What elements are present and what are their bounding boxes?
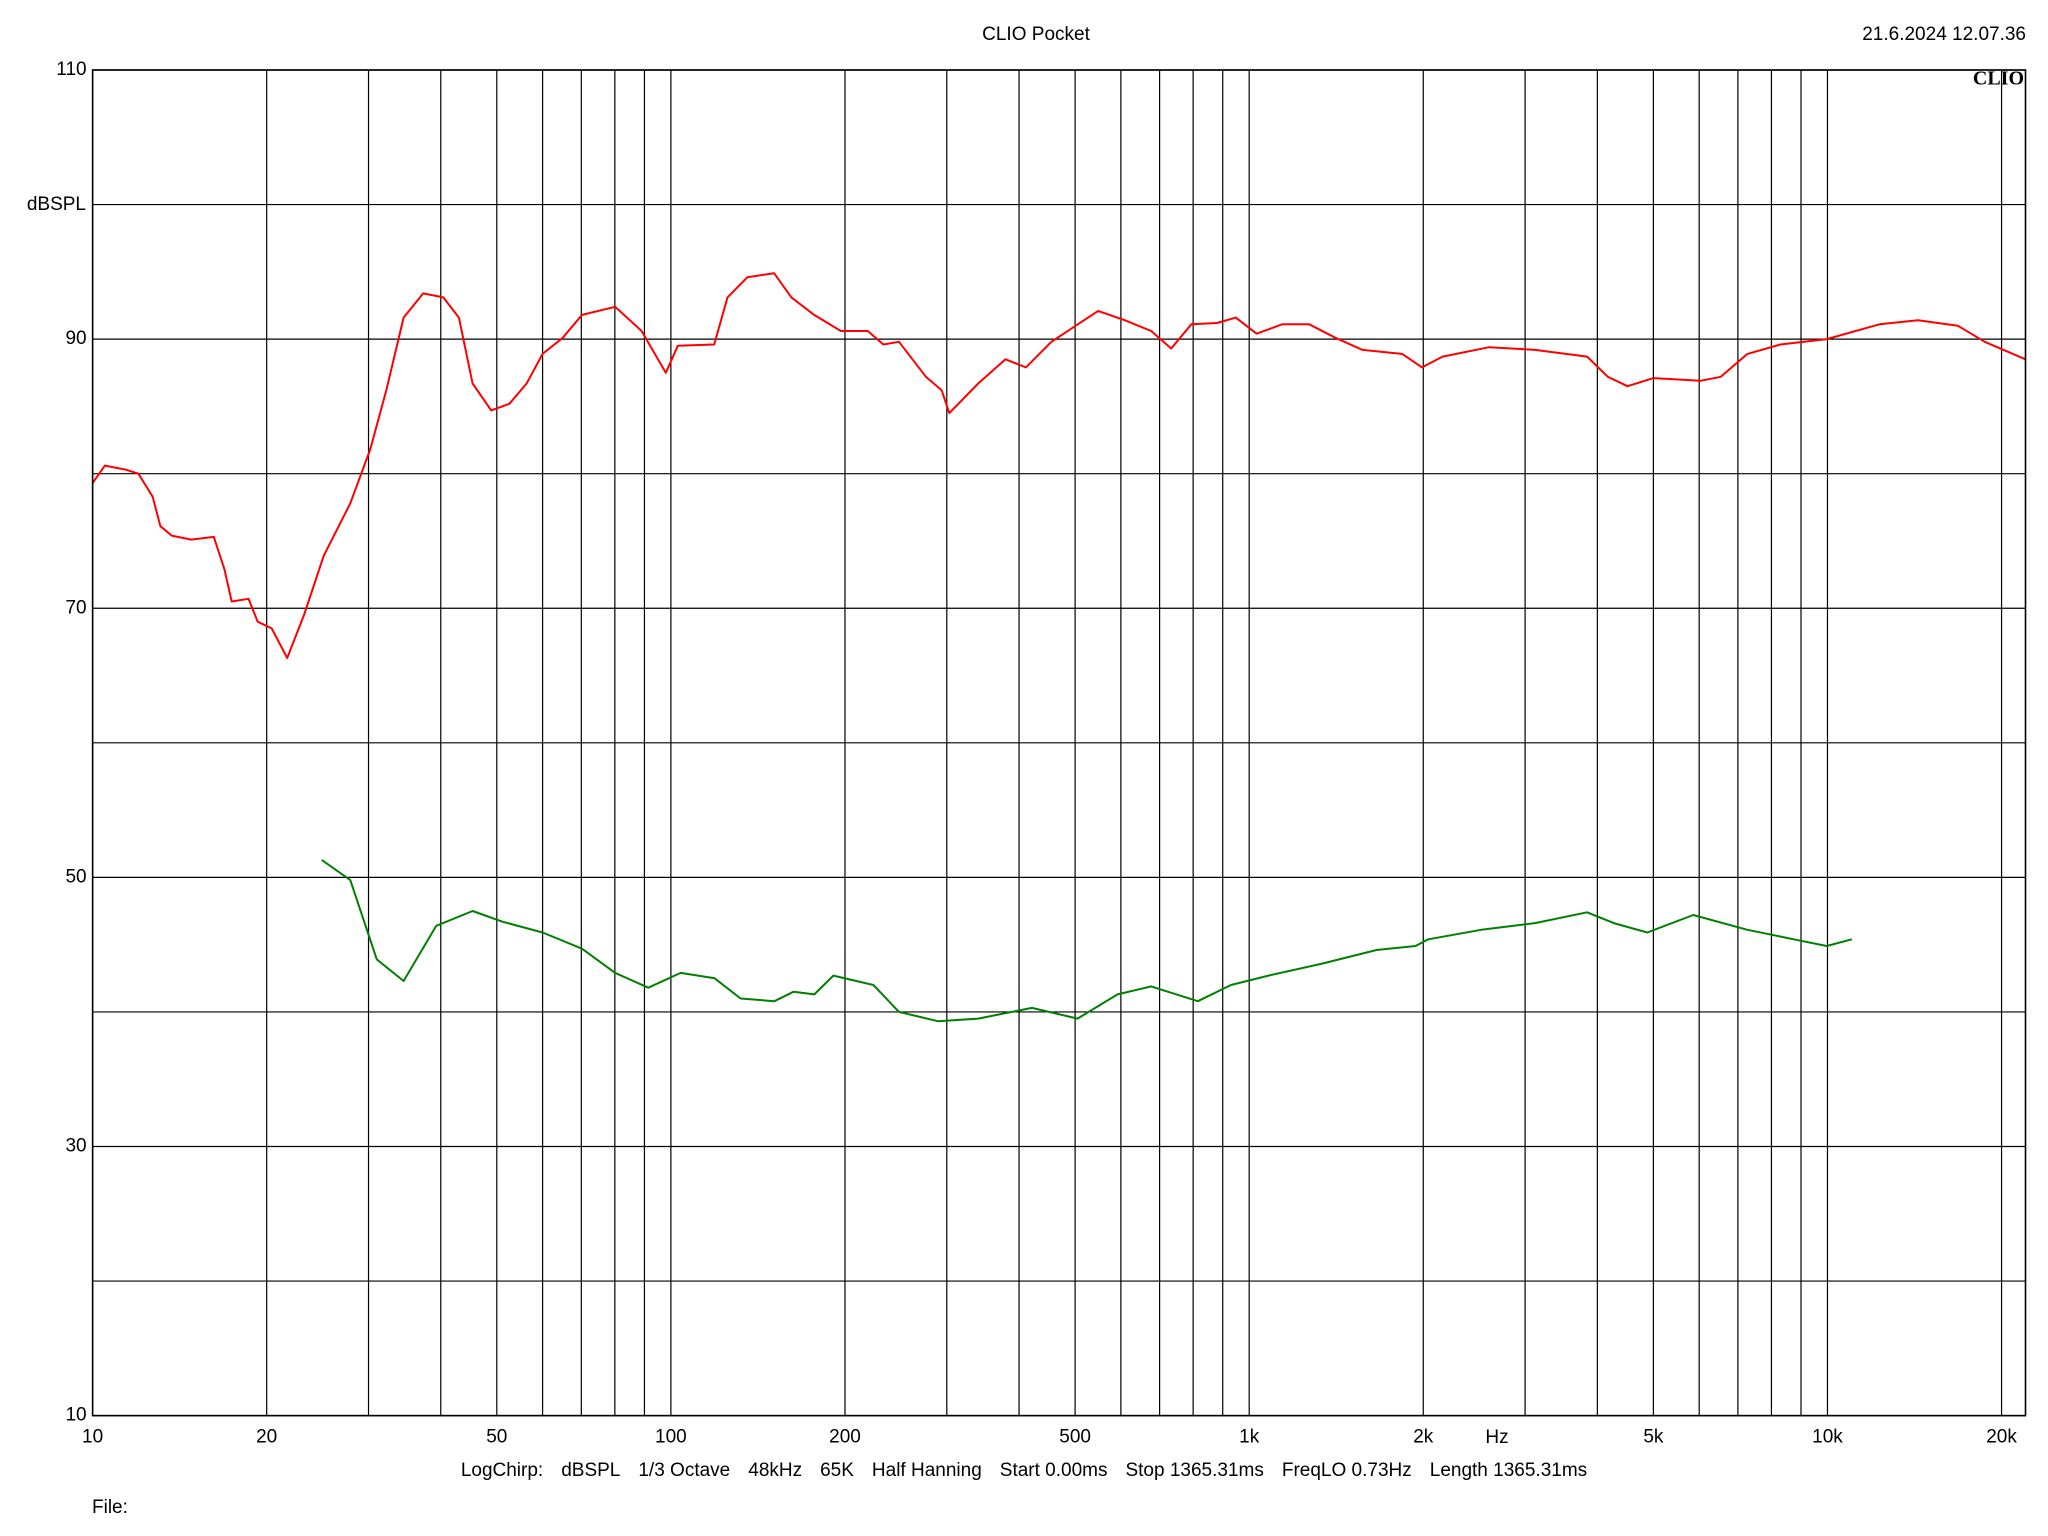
x-tick-label: 100: [655, 1427, 687, 1448]
file-label: File:: [92, 1497, 128, 1518]
series-line: [91, 272, 2026, 659]
series-line: [321, 859, 1853, 1023]
setting: FreqLO 0.73Hz: [1281, 1460, 1412, 1481]
y-tick-label: 50: [65, 866, 86, 887]
grid: [91, 69, 2026, 1417]
y-tick-label: 110: [56, 59, 86, 80]
setting: dBSPL: [561, 1460, 621, 1481]
settings-bar: LogChirp: dBSPL 1/3 Octave 48kHz 65K Half Han…: [0, 1460, 2048, 1482]
plot: [91, 272, 2026, 1023]
x-tick-label: 10: [82, 1427, 103, 1448]
setting: 48kHz: [748, 1460, 803, 1481]
x-tick-label: 50: [486, 1427, 507, 1448]
x-tick-label: 10k: [1812, 1427, 1843, 1448]
x-tick-label: 20: [256, 1427, 277, 1448]
setting: Length 1365.31ms: [1429, 1460, 1588, 1481]
y-axis-label: dBSPL: [27, 194, 86, 215]
x-tick-label: 500: [1059, 1427, 1091, 1448]
setting: 1/3 Octave: [638, 1460, 731, 1481]
setting: Start 0.00ms: [999, 1460, 1108, 1481]
y-tick-label: 70: [65, 597, 86, 618]
setting: Half Hanning: [871, 1460, 982, 1481]
setting: Stop 1365.31ms: [1125, 1460, 1264, 1481]
y-tick-label: 30: [65, 1135, 86, 1156]
chart-title: CLIO Pocket: [982, 24, 1090, 45]
x-tick-label: 20k: [1986, 1427, 2017, 1448]
x-tick-label: 1k: [1239, 1427, 1260, 1448]
x-tick-label: 200: [829, 1427, 861, 1448]
logo: CLIO: [1973, 68, 2024, 90]
timestamp: 21.6.2024 12.07.36: [1862, 24, 2026, 45]
setting: 65K: [820, 1460, 854, 1481]
y-tick-label: 90: [65, 328, 86, 349]
x-axis-label: Hz: [1485, 1427, 1508, 1448]
setting: LogChirp:: [460, 1460, 544, 1481]
x-tick-label: 2k: [1413, 1427, 1434, 1448]
plot-frame: [91, 69, 2027, 1417]
y-tick-label: 10: [65, 1405, 86, 1426]
x-tick-label: 5k: [1643, 1427, 1664, 1448]
